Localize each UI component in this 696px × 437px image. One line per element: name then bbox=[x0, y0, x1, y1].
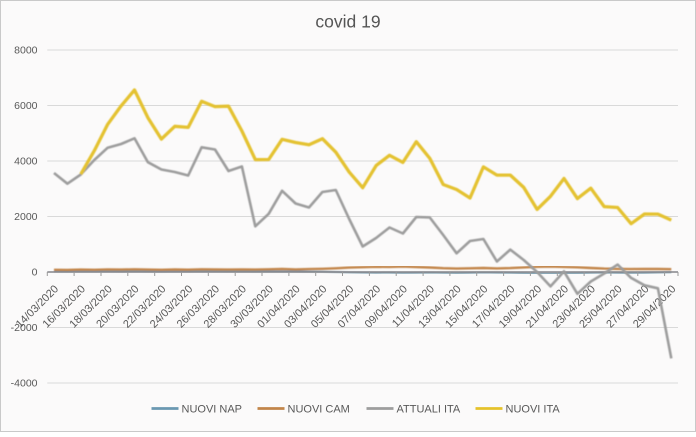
svg-text:covid 19: covid 19 bbox=[315, 12, 380, 32]
svg-text:4000: 4000 bbox=[14, 156, 38, 168]
svg-text:NUOVI CAM: NUOVI CAM bbox=[288, 404, 350, 416]
svg-text:8000: 8000 bbox=[14, 45, 38, 57]
svg-text:-4000: -4000 bbox=[11, 378, 38, 390]
svg-text:-2000: -2000 bbox=[11, 322, 38, 334]
svg-text:6000: 6000 bbox=[14, 100, 38, 112]
svg-text:NUOVI ITA: NUOVI ITA bbox=[506, 404, 561, 416]
svg-text:2000: 2000 bbox=[14, 211, 38, 223]
svg-text:0: 0 bbox=[32, 267, 38, 279]
svg-text:NUOVI NAP: NUOVI NAP bbox=[182, 404, 243, 416]
svg-text:ATTUALI ITA: ATTUALI ITA bbox=[397, 404, 461, 416]
